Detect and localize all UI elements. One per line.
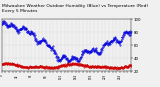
Text: Milwaukee Weather Outdoor Humidity (Blue) vs Temperature (Red) Every 5 Minutes: Milwaukee Weather Outdoor Humidity (Blue… — [2, 4, 148, 13]
